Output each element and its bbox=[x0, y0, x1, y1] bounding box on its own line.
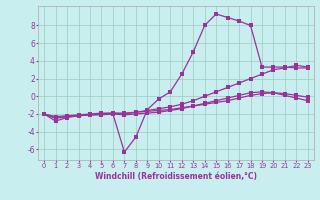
X-axis label: Windchill (Refroidissement éolien,°C): Windchill (Refroidissement éolien,°C) bbox=[95, 172, 257, 181]
